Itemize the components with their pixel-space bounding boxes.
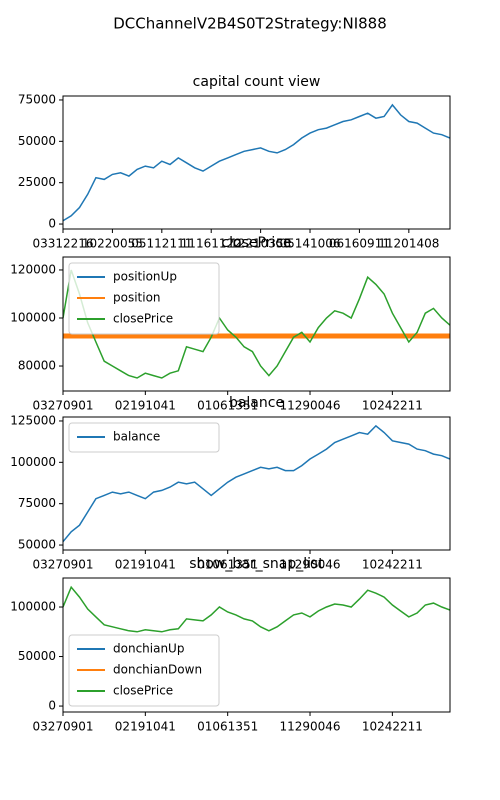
series-line	[63, 269, 450, 379]
legend-label: closePrice	[113, 312, 173, 326]
y-tick-label: 80000	[18, 359, 56, 373]
series-line	[63, 585, 450, 633]
legend-label: balance	[113, 430, 160, 444]
x-tick-label: 11290046	[279, 399, 340, 413]
x-tick-label: 02191041	[115, 558, 176, 572]
y-tick-label: 50000	[18, 538, 56, 552]
plot-area	[63, 585, 450, 633]
axes-title: show_bar_snap_list	[189, 556, 324, 572]
y-tick-label: 125000	[10, 413, 56, 427]
x-tick-label: 11161122	[181, 237, 242, 251]
x-tick-label: 11290046	[279, 720, 340, 734]
x-tick-label: 10242211	[362, 399, 423, 413]
plot-area	[63, 103, 450, 222]
x-tick-label: 10220055	[82, 237, 143, 251]
axes-title: capital count view	[193, 74, 321, 90]
legend-label: donchianDown	[113, 663, 202, 677]
x-tick-label: 03270901	[32, 399, 93, 413]
series-line	[63, 103, 450, 222]
axes-title: closePrice	[221, 235, 291, 251]
legend-label: donchianUp	[113, 642, 184, 656]
legend-label: closePrice	[113, 684, 173, 698]
x-tick-label: 03270901	[32, 558, 93, 572]
y-tick-label: 50000	[18, 134, 56, 148]
x-tick-label: 11201408	[378, 237, 439, 251]
x-tick-label: 01061351	[197, 399, 258, 413]
legend-label: positionUp	[113, 270, 177, 284]
legend-box	[68, 422, 220, 453]
x-tick-label: 11290046	[279, 558, 340, 572]
axes-frame	[62, 577, 451, 713]
y-tick-label: 75000	[18, 496, 56, 510]
y-tick-label: 120000	[10, 262, 56, 276]
y-tick-label: 75000	[18, 92, 56, 106]
y-tick-label: 100000	[10, 600, 56, 614]
axes-frame	[62, 416, 451, 551]
y-tick-label: 0	[48, 699, 56, 713]
y-tick-label: 25000	[18, 175, 56, 189]
plot-area	[63, 269, 450, 379]
x-tick-label: 01061351	[197, 720, 258, 734]
x-tick-label: 12210355	[230, 237, 291, 251]
y-tick-label: 100000	[10, 455, 56, 469]
series-line	[63, 424, 450, 543]
y-tick-label: 100000	[10, 310, 56, 324]
x-tick-label: 03312216	[32, 237, 93, 251]
y-tick-label: 0	[48, 217, 56, 231]
x-tick-label: 10242211	[362, 720, 423, 734]
plot-area	[63, 424, 450, 543]
x-tick-label: 06160911	[329, 237, 390, 251]
x-tick-label: 02191041	[115, 720, 176, 734]
x-tick-label: 01061351	[197, 558, 258, 572]
axes-title: balance	[229, 395, 284, 411]
legend-box	[68, 262, 220, 335]
legend-label: position	[113, 291, 161, 305]
y-tick-label: 50000	[18, 649, 56, 663]
legend-box	[68, 634, 220, 707]
axes-frame	[62, 95, 451, 230]
x-tick-label: 10242211	[362, 558, 423, 572]
x-tick-label: 03270901	[32, 720, 93, 734]
x-tick-label: 05112111	[131, 237, 192, 251]
x-tick-label: 02191041	[115, 399, 176, 413]
x-tick-label: 05141006	[279, 237, 340, 251]
figure-title: DCChannelV2B4S0T2Strategy:NI888	[113, 15, 387, 33]
axes-frame	[62, 256, 451, 392]
